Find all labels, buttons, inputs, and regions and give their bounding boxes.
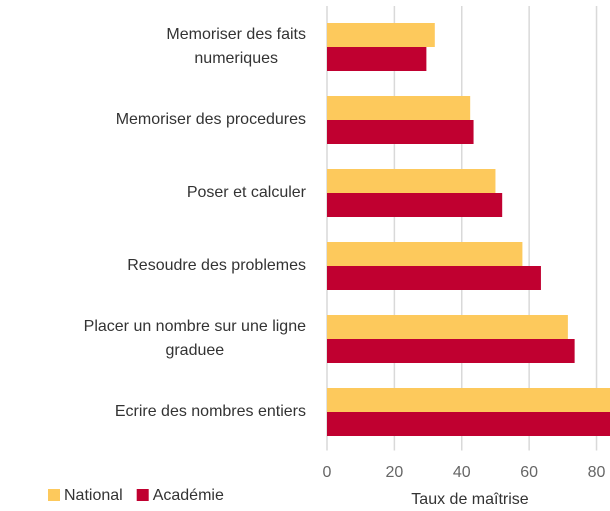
bar [327,120,474,144]
y-tick-label-line: Memoriser des faits [166,26,306,43]
bar [327,96,471,120]
x-axis-label: Taux de maîtrise [411,491,528,508]
bar [327,339,575,363]
y-tick-label: Resoudre des problemes [127,257,306,274]
y-tick-label: Memoriser des faits numeriques [166,26,306,67]
x-tick-label: 60 [520,464,538,481]
legend-swatch [136,489,149,501]
bar [327,266,541,290]
bar [327,23,435,47]
bar [327,388,610,412]
y-tick-label-line: Resoudre des problemes [127,257,306,274]
legend-swatch [48,489,60,501]
y-tick-label-line: graduee [165,342,224,359]
x-tick-label: 40 [453,464,471,481]
x-tick-label: 80 [588,464,606,481]
bar [327,47,427,71]
bar [327,412,610,436]
y-tick-label-line: Placer un nombre sur une ligne [84,318,306,335]
x-tick-label: 0 [323,464,332,481]
x-tick-label: 20 [385,464,403,481]
y-tick-label: Poser et calculer [187,184,307,201]
y-tick-label-line: Poser et calculer [187,184,307,201]
bar [327,169,496,193]
y-tick-label: Memoriser des procedures [116,111,306,128]
y-tick-label: Ecrire des nombres entiers [115,403,306,420]
grid [326,6,598,451]
legend-label: Académie [153,487,224,504]
bars [327,23,610,436]
legend-label: National [64,487,123,504]
y-tick-label-line: numeriques [194,50,278,67]
y-tick-label-line: Ecrire des nombres entiers [115,403,306,420]
y-tick-label: Placer un nombre sur une ligne graduee [84,318,306,359]
bar [327,242,523,266]
y-tick-label-line: Memoriser des procedures [116,111,306,128]
bar [327,193,503,217]
bar [327,315,568,339]
